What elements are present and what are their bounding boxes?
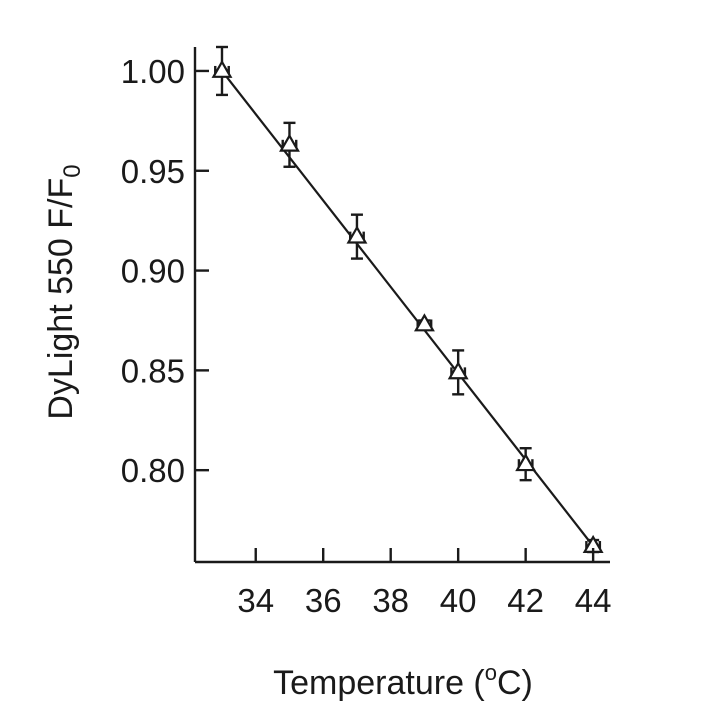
x-tick-label: 36 bbox=[305, 582, 342, 619]
ticks: 34 36 38 40 42 44 0.80 0.85 0.90 0.95 1.00 bbox=[121, 53, 612, 619]
y-tick-label: 0.80 bbox=[121, 452, 185, 489]
x-tick-label: 44 bbox=[575, 582, 612, 619]
y-tick-label: 0.90 bbox=[121, 253, 185, 290]
axes bbox=[193, 47, 610, 564]
x-tick-label: 40 bbox=[440, 582, 477, 619]
data-markers bbox=[211, 59, 604, 553]
fit-line bbox=[221, 70, 594, 547]
x-tick-label: 34 bbox=[237, 582, 274, 619]
triangle-marker bbox=[279, 133, 300, 152]
error-bars bbox=[214, 45, 602, 554]
triangle-marker bbox=[346, 225, 368, 244]
x-axis-title: Temperature (oC) bbox=[273, 660, 533, 702]
y-axis-title: DyLight 550 F/F0 bbox=[42, 164, 86, 419]
triangle-marker bbox=[211, 59, 233, 78]
y-tick-label: 0.85 bbox=[121, 352, 185, 389]
x-tick-label: 38 bbox=[372, 582, 409, 619]
triangle-marker bbox=[413, 313, 435, 332]
x-tick-label: 42 bbox=[507, 582, 544, 619]
y-tick-label: 1.00 bbox=[121, 53, 185, 90]
fit-line-group bbox=[221, 70, 594, 547]
y-tick-label: 0.95 bbox=[121, 153, 185, 190]
triangle-marker bbox=[515, 452, 537, 472]
triangle-marker bbox=[447, 361, 469, 380]
